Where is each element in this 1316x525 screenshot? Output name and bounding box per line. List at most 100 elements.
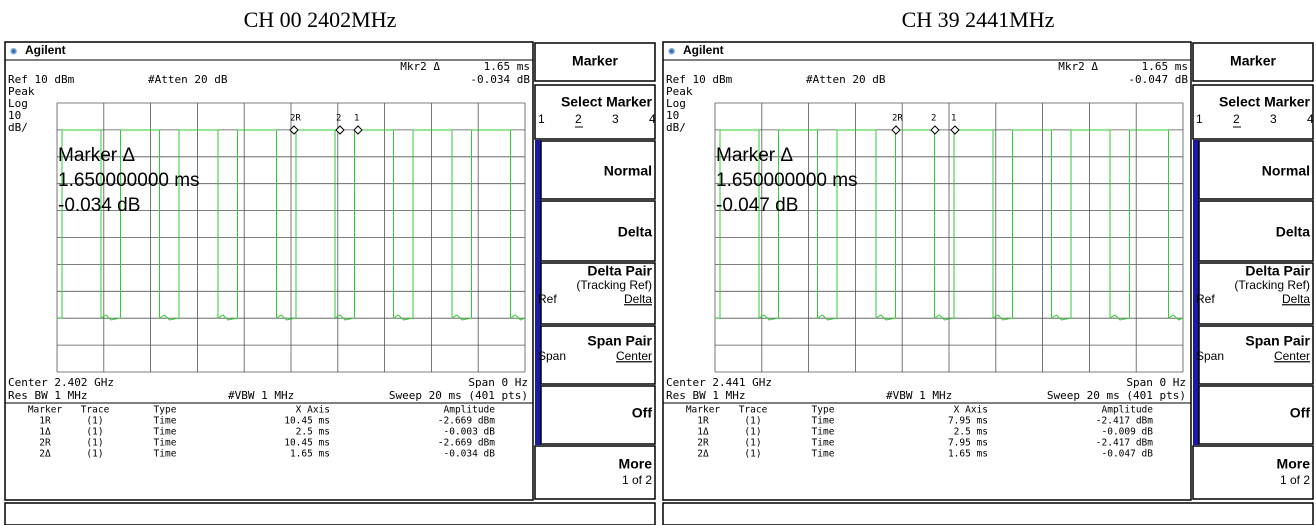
sweep: Sweep 20 ms (401 pts) <box>1047 389 1186 402</box>
table-cell: (1) <box>86 427 103 438</box>
marker-readout: -0.034 dB <box>58 195 140 216</box>
marker-diamond <box>891 125 901 135</box>
softkey[interactable] <box>540 385 656 445</box>
table-cell: Time <box>154 438 177 449</box>
softkey[interactable] <box>534 84 656 140</box>
softkey[interactable] <box>1198 385 1314 445</box>
screen-frame <box>662 41 1192 501</box>
table-cell: (1) <box>744 449 761 460</box>
softkey-label: Delta Pair <box>1245 263 1310 279</box>
brand: Agilent <box>25 43 66 57</box>
table-cell: 1R <box>39 416 51 427</box>
table-header: Trace <box>81 405 110 416</box>
table-cell: 1R <box>697 416 709 427</box>
softkey-label: Off <box>1290 405 1311 421</box>
softkey-sub: Delta <box>624 292 652 306</box>
softkey-label: Span Pair <box>1245 333 1310 349</box>
table-cell: (1) <box>86 416 103 427</box>
table-cell: Time <box>154 427 177 438</box>
softkey-sub: Span <box>1196 349 1224 363</box>
table-cell: -0.034 dB <box>444 449 496 460</box>
softkey-label: Delta <box>618 224 652 240</box>
marker-tag: 2R <box>892 114 903 124</box>
scale-label: Peak <box>666 85 693 98</box>
marker-option: 4 <box>649 112 656 126</box>
scale-label: 10 <box>666 109 679 122</box>
table-cell: 1Δ <box>39 427 51 438</box>
softkey-sub: Ref <box>538 292 557 306</box>
marker-tag: 2 <box>931 114 936 124</box>
marker-readout: -0.047 dB <box>716 195 798 216</box>
table-header: Type <box>812 405 835 416</box>
softkey-title: Marker <box>1230 53 1276 69</box>
readout-label: Mkr2 Δ <box>400 60 440 73</box>
softkey-sub: Delta <box>1282 292 1310 306</box>
softkey-bar <box>1193 140 1199 445</box>
softkey-label: More <box>619 456 653 472</box>
table-header: X Axis <box>296 405 330 416</box>
center-freq: Center 2.441 GHz <box>666 376 772 389</box>
attenuation: #Atten 20 dB <box>806 73 886 86</box>
softkey[interactable] <box>540 200 656 262</box>
softkey-label: Delta <box>1276 224 1310 240</box>
table-header: Marker <box>28 405 63 416</box>
table-cell: 1Δ <box>697 427 709 438</box>
softkey-bar <box>535 140 541 445</box>
softkey[interactable] <box>1198 262 1314 325</box>
softkey[interactable] <box>1192 445 1314 500</box>
table-header: X Axis <box>954 405 988 416</box>
table-cell: 2Δ <box>39 449 51 460</box>
table-cell: Time <box>812 438 835 449</box>
table-cell: -0.009 dB <box>1102 427 1154 438</box>
table-cell: Time <box>812 449 835 460</box>
softkey[interactable] <box>1198 325 1314 385</box>
table-cell: -0.047 dB <box>1102 449 1154 460</box>
readout-y: -0.034 dB <box>470 73 530 86</box>
table-cell: 2Δ <box>697 449 709 460</box>
rbw: Res BW 1 MHz <box>666 389 745 402</box>
table-cell: 10.45 ms <box>284 416 330 427</box>
readout-x: 1.65 ms <box>1142 60 1188 73</box>
softkey[interactable] <box>540 325 656 385</box>
table-cell: 7.95 ms <box>948 438 988 449</box>
ref-level: Ref 10 dBm <box>8 73 75 86</box>
softkey[interactable] <box>540 140 656 200</box>
span: Span 0 Hz <box>1126 376 1186 389</box>
trace <box>57 129 526 321</box>
softkey[interactable] <box>1198 140 1314 200</box>
trace <box>715 129 1184 321</box>
marker-diamond <box>353 125 363 135</box>
screen-frame <box>4 41 534 501</box>
table-cell: -2.669 dBm <box>438 438 495 449</box>
softkey-sub: Center <box>616 349 652 363</box>
marker-option: 2 <box>575 112 582 126</box>
readout-label: Mkr2 Δ <box>1058 60 1098 73</box>
table-cell: 2R <box>39 438 51 449</box>
table-cell: (1) <box>744 416 761 427</box>
channel-heading: CH 39 2441MHz <box>902 7 1055 32</box>
softkey[interactable] <box>1198 200 1314 262</box>
table-cell: 10.45 ms <box>284 438 330 449</box>
brand-icon: ✺ <box>10 44 17 58</box>
brand-icon: ✺ <box>668 44 675 58</box>
softkey-sub: Span <box>538 349 566 363</box>
span: Span 0 Hz <box>468 376 528 389</box>
vbw: #VBW 1 MHz <box>228 389 294 402</box>
softkey[interactable] <box>534 445 656 500</box>
status-bar <box>662 502 1314 525</box>
softkey[interactable] <box>540 262 656 325</box>
scale-label: Peak <box>8 85 35 98</box>
softkey[interactable] <box>1192 84 1314 140</box>
marker-diamond <box>289 125 299 135</box>
attenuation: #Atten 20 dB <box>148 73 228 86</box>
marker-readout: Marker Δ <box>716 145 793 166</box>
softkey <box>534 42 656 82</box>
table-cell: -2.417 dBm <box>1096 438 1153 449</box>
softkey-label: Select Marker <box>1219 94 1311 110</box>
marker-option: 3 <box>1270 112 1277 126</box>
table-cell: -2.669 dBm <box>438 416 495 427</box>
softkey-sub: Ref <box>1196 292 1215 306</box>
marker-diamond <box>950 125 960 135</box>
